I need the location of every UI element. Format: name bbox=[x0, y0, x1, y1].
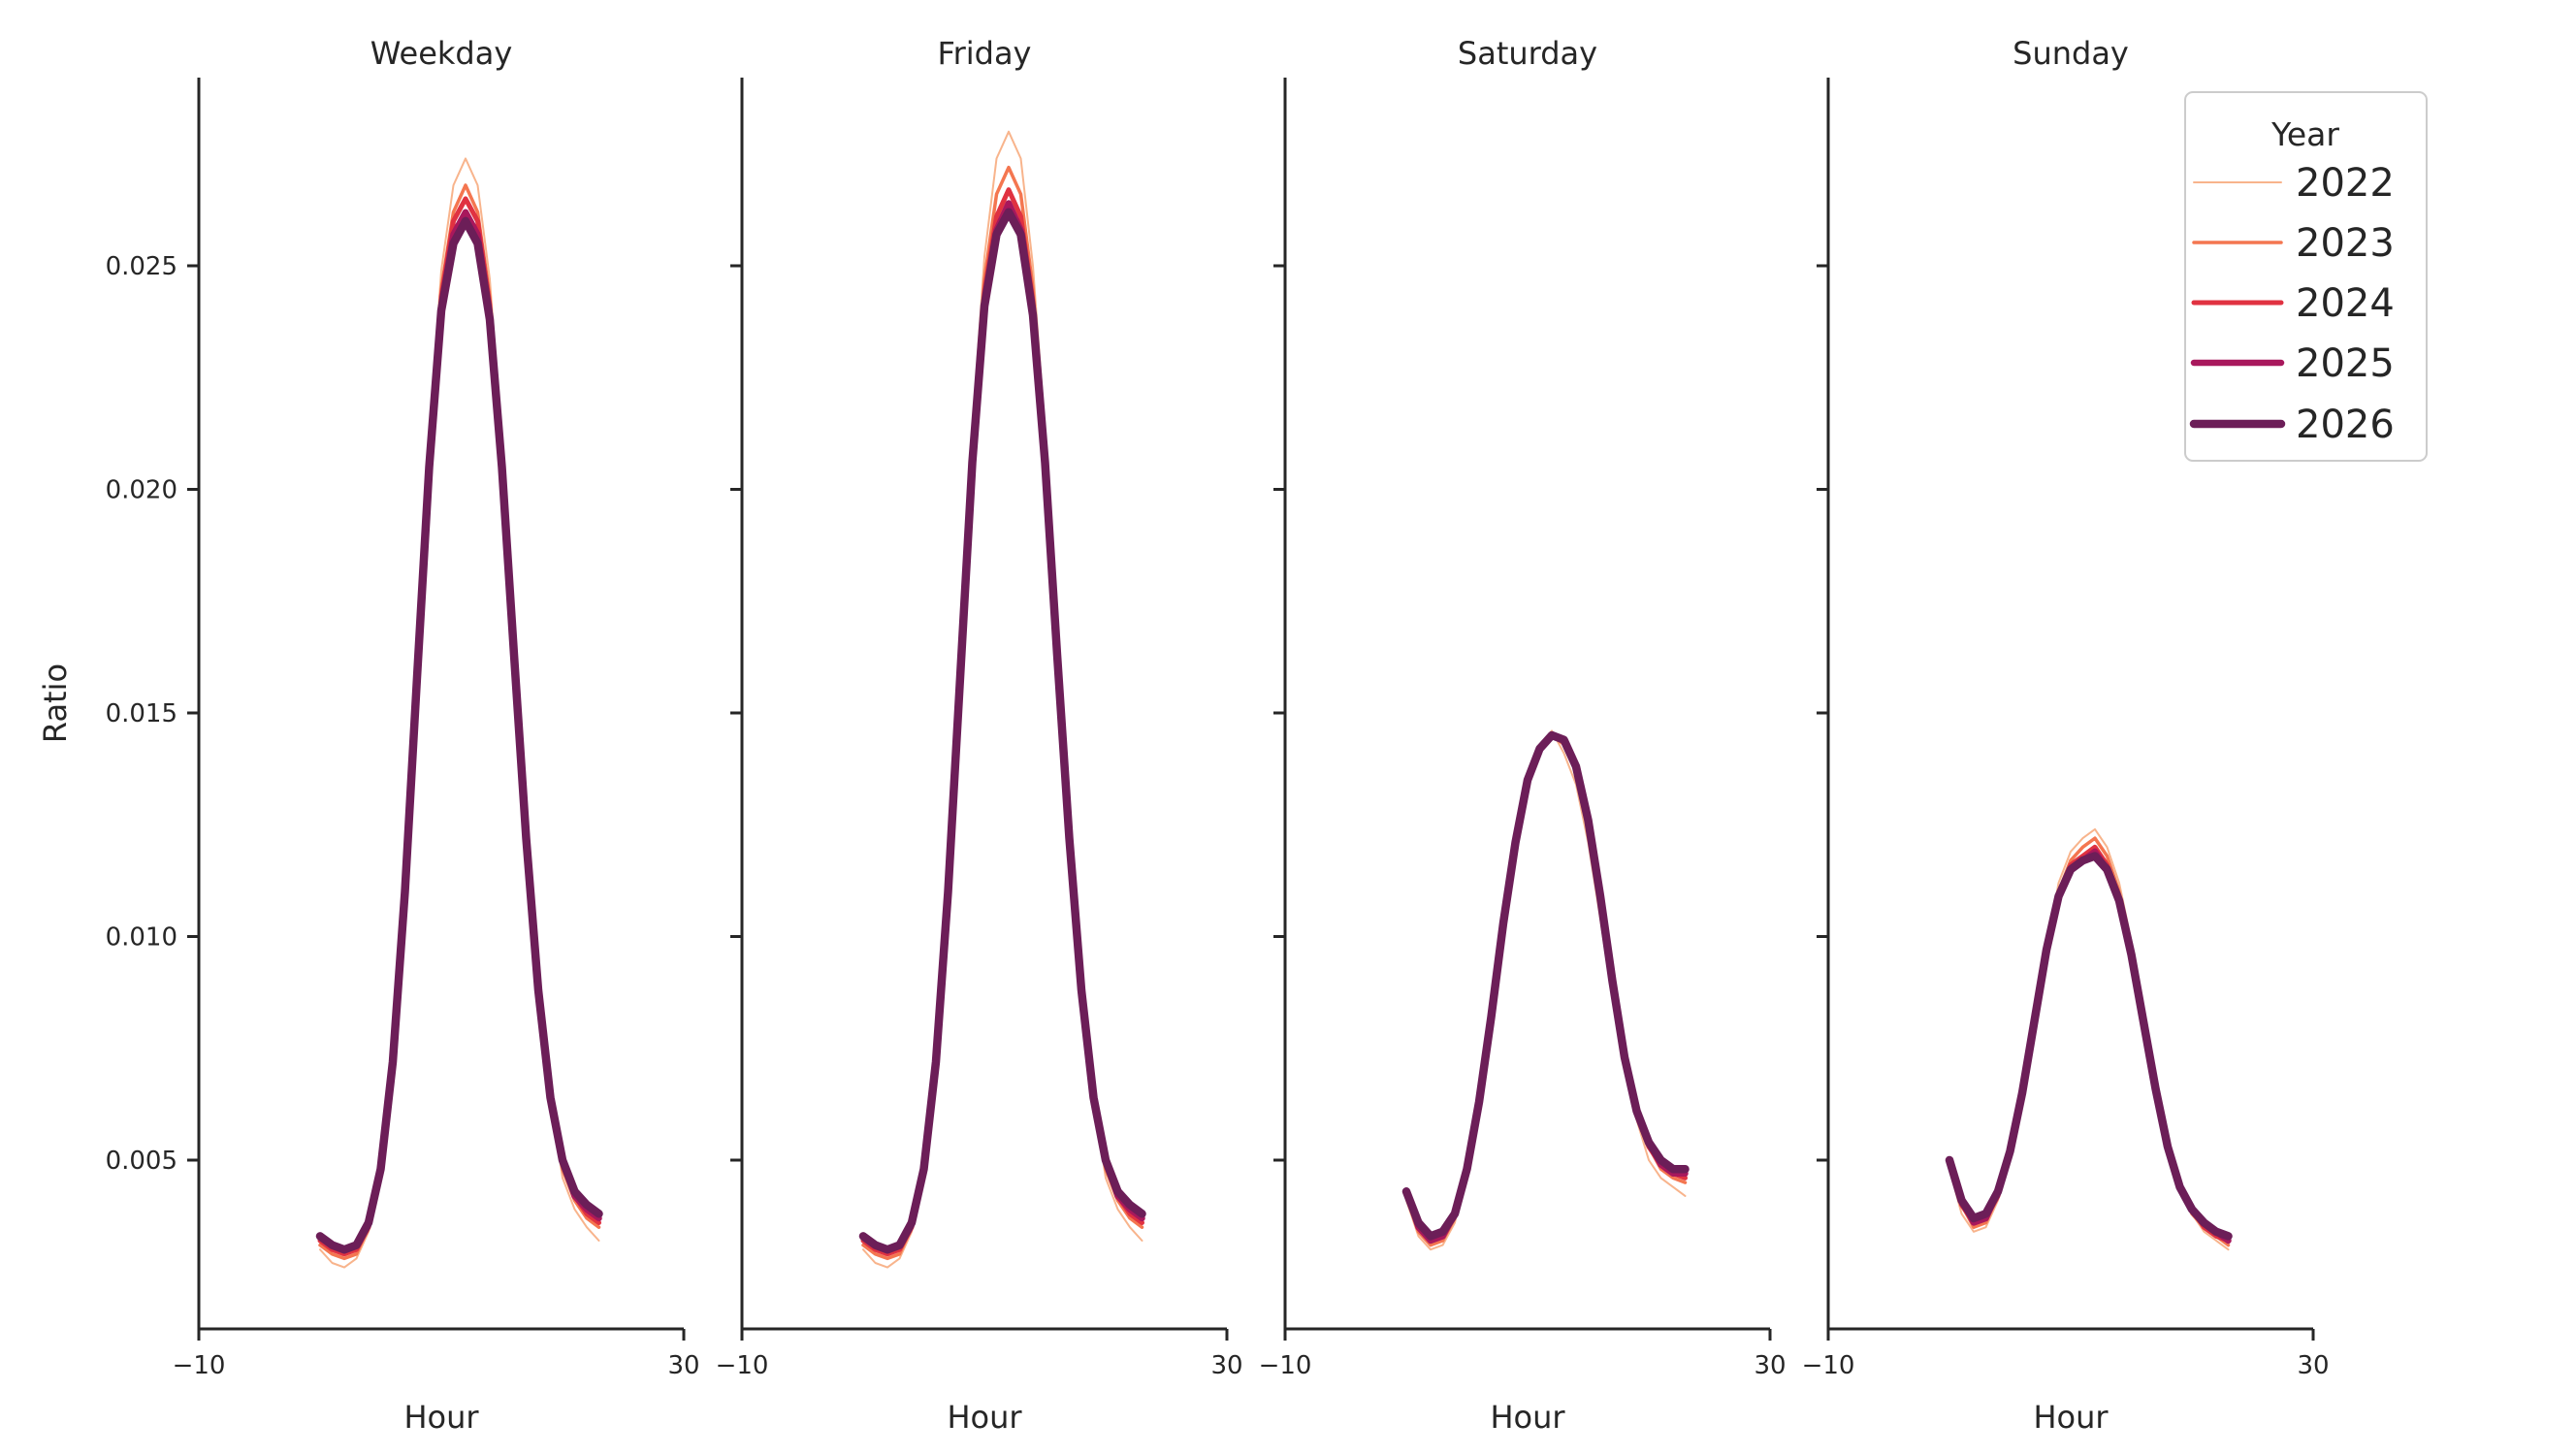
x-tick-label-sunday--10: −10 bbox=[1802, 1351, 1855, 1380]
panel-title-sunday: Sunday bbox=[2012, 35, 2129, 72]
x-tick-label-sunday-30: 30 bbox=[2297, 1351, 2329, 1380]
panel-title-weekday: Weekday bbox=[370, 35, 513, 72]
x-tick-label-saturday--10: −10 bbox=[1259, 1351, 1312, 1380]
legend-title: Year bbox=[2270, 115, 2339, 153]
panel-weekday: −10 30 0.005 0.010 0.015 0.020 0.025 Weekday Hou… bbox=[106, 35, 700, 1436]
panel-friday: −10 30 Friday Hour bbox=[716, 35, 1243, 1436]
panel-title-saturday: Saturday bbox=[1458, 35, 1597, 72]
y-tick-label-0: 0.005 bbox=[106, 1147, 177, 1176]
x-axis-label-weekday: Hour bbox=[403, 1399, 479, 1436]
x-axis-label-saturday: Hour bbox=[1490, 1399, 1565, 1436]
legend-label-2025: 2025 bbox=[2296, 341, 2395, 386]
x-axis-label-sunday: Hour bbox=[2033, 1399, 2109, 1436]
y-tick-label-2: 0.015 bbox=[106, 699, 177, 728]
panel-title-friday: Friday bbox=[938, 35, 1032, 72]
legend-label-2023: 2023 bbox=[2296, 221, 2395, 266]
x-tick-label-weekday-30: 30 bbox=[667, 1351, 699, 1380]
y-tick-label-3: 0.020 bbox=[106, 476, 177, 505]
legend-box bbox=[2184, 91, 2428, 462]
x-tick-label-friday-30: 30 bbox=[1210, 1351, 1242, 1380]
x-tick-label-saturday-30: 30 bbox=[1754, 1351, 1786, 1380]
x-tick-label-weekday--10: −10 bbox=[173, 1351, 226, 1380]
y-tick-label-4: 0.025 bbox=[106, 252, 177, 281]
legend-label-2026: 2026 bbox=[2296, 403, 2395, 447]
line-friday-2026 bbox=[858, 208, 1146, 1254]
x-tick-label-friday--10: −10 bbox=[716, 1351, 769, 1380]
line-weekday-2026 bbox=[315, 216, 603, 1254]
x-axis-label-friday: Hour bbox=[947, 1399, 1022, 1436]
legend: Year 2022 2023 2024 2025 2026 bbox=[2184, 91, 2428, 462]
line-sunday-2026 bbox=[1945, 852, 2233, 1241]
line-saturday-2026 bbox=[1401, 730, 1690, 1241]
y-tick-label-1: 0.010 bbox=[106, 923, 177, 953]
legend-label-2022: 2022 bbox=[2296, 161, 2395, 206]
y-axis-label: Ratio bbox=[37, 663, 74, 743]
panel-saturday: −10 30 Saturday Hour bbox=[1259, 35, 1787, 1436]
panel-sunday: −10 30 Sunday Hour bbox=[1802, 35, 2330, 1436]
legend-label-2024: 2024 bbox=[2296, 281, 2395, 326]
